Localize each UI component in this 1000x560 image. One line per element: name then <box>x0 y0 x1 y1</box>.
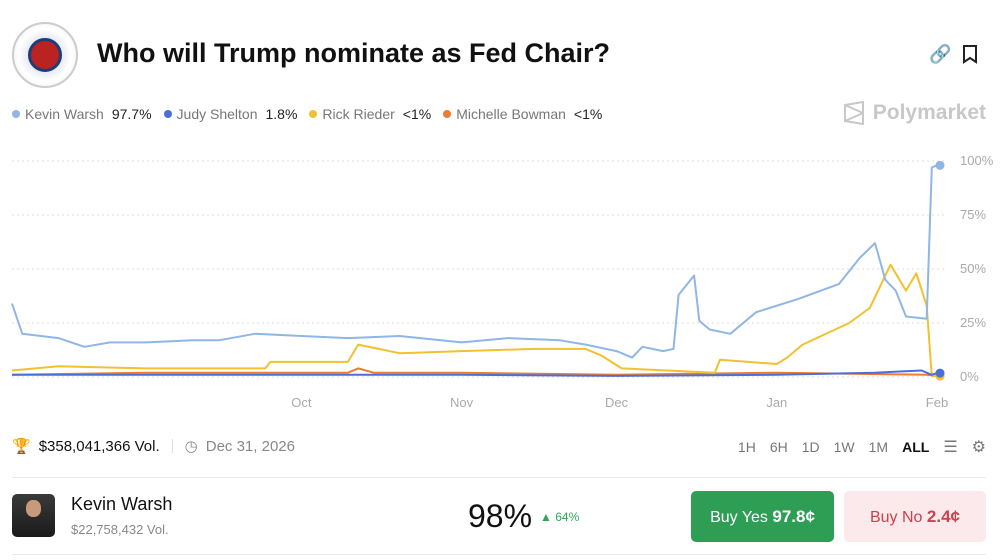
legend-item: Rick Rieder <1% <box>309 106 431 122</box>
series-line-judy-shelton <box>12 369 938 377</box>
y-tick-label: 0% <box>960 369 979 384</box>
outcome-percent: 98% <box>468 498 533 534</box>
series-line-rick-rieder <box>11 263 937 377</box>
end-date: Dec 31, 2026 <box>205 437 295 455</box>
legend-item: Judy Shelton 1.8% <box>163 106 298 122</box>
sort-icon[interactable]: ☰ <box>943 439 958 456</box>
link-icon[interactable]: 🔗 <box>929 44 952 64</box>
legend-label: Kevin Warsh <box>25 106 104 122</box>
clock-icon: ◷ <box>184 438 198 455</box>
legend-value: 1.8% <box>265 106 298 122</box>
series-line-kevin-warsh <box>11 164 938 359</box>
range-6h[interactable]: 6H <box>769 439 788 455</box>
buy-yes-button[interactable]: Buy Yes 97.8¢ <box>691 491 834 542</box>
range-all[interactable]: ALL <box>902 439 930 455</box>
legend-value: <1% <box>402 106 432 122</box>
range-1w[interactable]: 1W <box>833 439 855 455</box>
buy-no-price: 2.4¢ <box>926 506 960 526</box>
y-tick-label: 25% <box>960 315 986 330</box>
brand-name: Polymarket <box>872 101 986 124</box>
outcome-change: ▲ 64% <box>540 510 580 524</box>
y-tick-label: 100% <box>960 153 994 168</box>
x-tick-label: Oct <box>291 395 312 410</box>
legend-value: <1% <box>573 106 603 122</box>
series-end-dot <box>935 368 945 378</box>
y-tick-label: 50% <box>960 261 986 276</box>
market-logo <box>12 22 78 88</box>
buy-no-label: Buy No <box>869 508 923 526</box>
x-tick-label: Nov <box>450 395 474 410</box>
buy-no-button[interactable]: Buy No 2.4¢ <box>844 491 986 542</box>
chart-legend: Kevin Warsh 97.7% Judy Shelton 1.8% Rick R… <box>12 106 602 122</box>
range-1d[interactable]: 1D <box>801 439 820 455</box>
polymarket-logo-icon <box>843 101 864 125</box>
y-tick-label: 75% <box>960 207 986 222</box>
legend-item: Kevin Warsh 97.7% <box>12 106 152 122</box>
time-range-selector: 1H 6H 1D 1W 1M ALL ☰ ⚙ <box>738 437 986 457</box>
outcome-volume: $22,758,432 Vol. <box>71 522 169 537</box>
legend-label: Judy Shelton <box>176 106 258 122</box>
bookmark-icon[interactable] <box>961 44 981 64</box>
x-tick-label: Dec <box>605 395 629 410</box>
price-chart: 0% 25% 50% 75% 100% Oct Nov Dec Jan Feb <box>11 153 994 410</box>
brand-watermark: Polymarket <box>843 101 986 125</box>
range-1h[interactable]: 1H <box>737 439 756 455</box>
series-end-dot <box>935 160 945 170</box>
legend-label: Rick Rieder <box>322 106 395 122</box>
total-volume: $358,041,366 Vol. <box>38 437 160 455</box>
outcome-name[interactable]: Kevin Warsh <box>71 494 173 514</box>
avatar <box>12 494 55 537</box>
legend-label: Michelle Bowman <box>456 106 566 122</box>
buy-yes-label: Buy Yes <box>710 508 768 526</box>
legend-value: 97.7% <box>111 106 152 122</box>
x-tick-label: Feb <box>926 395 948 410</box>
legend-item: Michelle Bowman <1% <box>443 106 602 122</box>
range-1m[interactable]: 1M <box>868 439 889 455</box>
page-title: Who will Trump nominate as Fed Chair? <box>97 38 611 68</box>
change-value: 64% <box>555 510 580 524</box>
market-info: 🏆 $358,041,366 Vol. ◷ Dec 31, 2026 <box>12 437 295 456</box>
buy-yes-price: 97.8¢ <box>772 506 815 526</box>
settings-icon[interactable]: ⚙ <box>971 439 986 456</box>
x-tick-label: Jan <box>766 395 787 410</box>
trophy-icon: 🏆 <box>12 438 31 455</box>
